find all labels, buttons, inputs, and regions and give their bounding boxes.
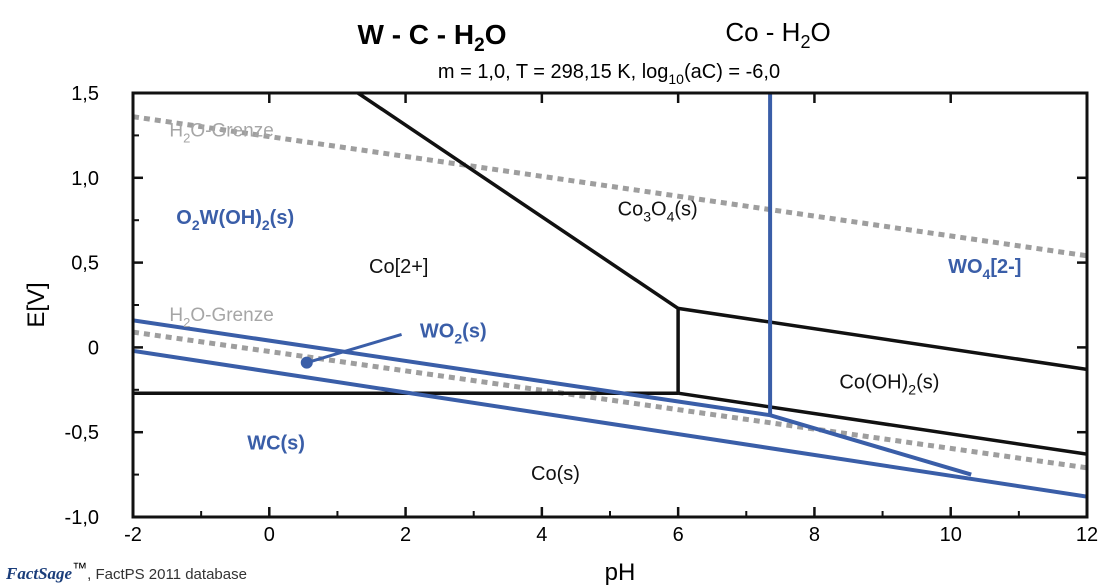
region-co2plus: Co[2+] <box>369 256 428 278</box>
wo2-leader-dot <box>301 357 313 369</box>
region-cooh2-s1: 2 <box>908 381 916 397</box>
series-co-4 <box>678 308 1087 369</box>
subtitle-a: m = 1,0, T = 298,15 K, log <box>438 61 669 83</box>
footer-source: , FactPS 2011 database <box>87 566 247 583</box>
region-wo2-b: (s) <box>462 320 486 342</box>
y-tick-label-4: -0,5 <box>65 422 99 444</box>
region-wo2: WO2(s) <box>420 320 487 346</box>
region-co3o4-c: (s) <box>674 198 697 220</box>
region-wo2-a: WO <box>420 320 454 342</box>
footer-credit: FactSage™, FactPS 2011 database <box>5 560 247 583</box>
chart-subtitle: m = 1,0, T = 298,15 K, log10(aC) = -6,0 <box>438 61 780 87</box>
region-co: Co(s) <box>531 463 580 485</box>
grenze-upper-a: H <box>169 120 183 141</box>
x-tick-label-2: 2 <box>400 524 411 546</box>
factsage-logo: FactSage <box>5 564 73 583</box>
series-w-8 <box>133 351 1087 497</box>
series-water-0 <box>133 117 1087 256</box>
region-o2woh2-c: (s) <box>270 207 294 229</box>
region-cooh2-b: (s) <box>916 371 939 393</box>
x-tick-label-1: 0 <box>264 524 275 546</box>
region-co-a: Co(s) <box>531 463 580 485</box>
footer-tm: ™ <box>72 560 87 577</box>
title-wc-system: W - C - H2O <box>358 19 507 56</box>
x-tick-label-3: 4 <box>536 524 547 546</box>
title-co-a: Co - H <box>725 17 800 47</box>
footer-text: FactSage™, FactPS 2011 database <box>5 560 247 583</box>
x-tick-label-6: 10 <box>940 524 962 546</box>
region-co3o4-b: O <box>651 198 667 220</box>
title-wc-a: W - C - H <box>358 19 475 50</box>
region-wo4-b: [2-] <box>990 256 1021 278</box>
region-o2woh2-s2: 2 <box>262 217 270 233</box>
region-co3o4: Co3O4(s) <box>618 198 698 224</box>
region-wo4: WO4[2-] <box>948 256 1021 282</box>
region-wc: WC(s) <box>247 432 305 454</box>
y-axis-label: E[V] <box>23 282 50 327</box>
region-wo2-s1: 2 <box>454 330 462 346</box>
title-co-system: Co - H2O <box>725 17 830 52</box>
grenze-upper-b: O-Grenze <box>190 120 273 141</box>
region-o2woh2: O2W(OH)2(s) <box>176 207 294 233</box>
title-co-b: O <box>810 17 830 47</box>
region-o2woh2-b: W(OH) <box>200 207 262 229</box>
grenze-upper-sub: 2 <box>183 130 190 145</box>
y-tick-label-1: 1,0 <box>71 168 99 190</box>
region-wc-a: WC(s) <box>247 432 305 454</box>
title-wc-sub: 2 <box>474 35 485 56</box>
y-tick-label-0: 1,5 <box>71 83 99 105</box>
region-o2woh2-s1: 2 <box>192 217 200 233</box>
subtitle-b: (aC) = -6,0 <box>684 61 780 83</box>
labels: Co3O4(s)Co[2+]Co(OH)2(s)Co(s)O2W(OH)2(s)… <box>169 120 1021 485</box>
region-co3o4-a: Co <box>618 198 644 220</box>
region-cooh2: Co(OH)2(s) <box>839 371 939 397</box>
grenze-lower-sub: 2 <box>183 315 190 330</box>
grenze-lower: H2O-Grenze <box>169 305 273 330</box>
grenze-upper: H2O-Grenze <box>169 120 273 145</box>
x-axis-label: pH <box>605 559 636 586</box>
grenze-lower-b: O-Grenze <box>190 305 273 326</box>
series-co-2 <box>358 93 678 393</box>
region-cooh2-a: Co(OH) <box>839 371 908 393</box>
grenze-lower-a: H <box>169 305 183 326</box>
x-tick-label-4: 6 <box>673 524 684 546</box>
x-tick-label-7: 12 <box>1076 524 1098 546</box>
title-co-sub: 2 <box>800 32 810 52</box>
title-wc-b: O <box>485 19 507 50</box>
y-tick-label-5: -1,0 <box>65 507 99 529</box>
region-co2plus-a: Co[2+] <box>369 256 428 278</box>
subtitle-sub: 10 <box>668 71 684 87</box>
y-tick-label-2: 0,5 <box>71 253 99 275</box>
region-wo4-a: WO <box>948 256 982 278</box>
y-tick-label-3: 0 <box>88 337 99 359</box>
x-tick-label-5: 8 <box>809 524 820 546</box>
region-o2woh2-a: O <box>176 207 192 229</box>
x-tick-label-0: -2 <box>124 524 142 546</box>
region-wo4-s1: 4 <box>983 266 991 282</box>
